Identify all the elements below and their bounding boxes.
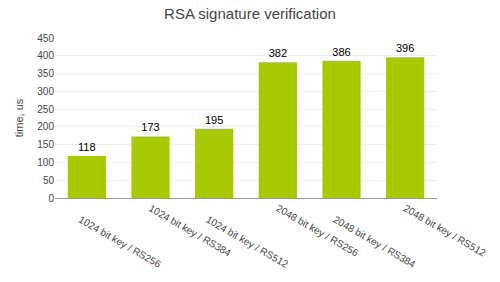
svg-text:RSA signature verification: RSA signature verification bbox=[164, 5, 336, 22]
svg-text:time, us: time, us bbox=[13, 98, 25, 137]
svg-text:150: 150 bbox=[37, 139, 54, 150]
svg-text:382: 382 bbox=[269, 47, 287, 59]
svg-text:100: 100 bbox=[37, 157, 54, 168]
svg-text:396: 396 bbox=[396, 42, 414, 54]
svg-text:350: 350 bbox=[37, 68, 54, 79]
svg-text:2048 bit key / RS256: 2048 bit key / RS256 bbox=[274, 203, 360, 259]
svg-text:2048 bit key / RS512: 2048 bit key / RS512 bbox=[402, 203, 488, 259]
svg-text:450: 450 bbox=[37, 33, 54, 44]
svg-text:1024 bit key / RS384: 1024 bit key / RS384 bbox=[147, 203, 233, 259]
svg-text:173: 173 bbox=[141, 121, 159, 133]
svg-text:195: 195 bbox=[205, 114, 223, 126]
svg-text:1024 bit key / RS256: 1024 bit key / RS256 bbox=[77, 214, 163, 270]
svg-text:2048 bit key / RS384: 2048 bit key / RS384 bbox=[332, 214, 418, 270]
svg-text:200: 200 bbox=[37, 121, 54, 132]
svg-text:300: 300 bbox=[37, 86, 54, 97]
svg-text:1024 bit key / RS512: 1024 bit key / RS512 bbox=[204, 214, 290, 270]
svg-text:50: 50 bbox=[43, 175, 55, 186]
svg-text:400: 400 bbox=[37, 50, 54, 61]
svg-text:118: 118 bbox=[78, 141, 96, 153]
svg-text:386: 386 bbox=[332, 46, 350, 58]
svg-text:250: 250 bbox=[37, 104, 54, 115]
svg-text:0: 0 bbox=[48, 193, 54, 204]
